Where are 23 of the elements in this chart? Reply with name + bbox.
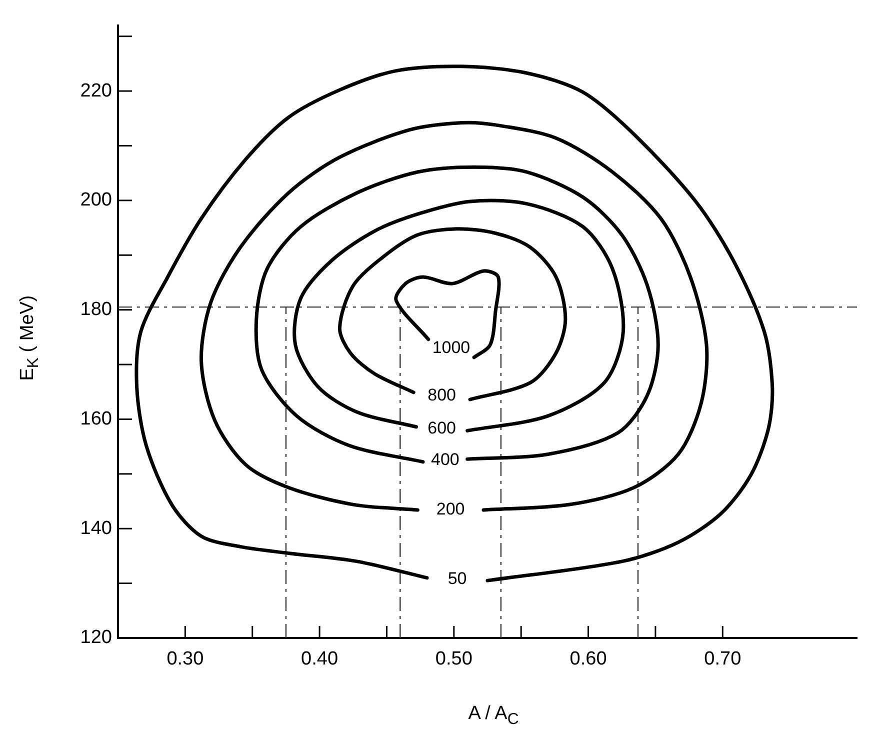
x-tick-label: 0.30: [166, 648, 204, 670]
x-tick-label: 0.70: [704, 648, 742, 670]
series-label: 400: [430, 450, 460, 470]
y-tick-label: 120: [80, 627, 112, 648]
y-tick-label: 160: [80, 408, 112, 430]
x-tick-label: 0.50: [435, 648, 472, 670]
y-tick-label: 200: [80, 190, 112, 211]
line-series: [134, 64, 774, 582]
y-tick-label: 220: [80, 80, 112, 102]
x-tick-label: 0.40: [301, 648, 338, 670]
series-label: 50: [448, 568, 467, 588]
x-tick-label: 0.60: [570, 648, 607, 670]
line-series: [338, 227, 568, 402]
line-series: [254, 165, 660, 464]
series-label: 1000: [432, 338, 470, 358]
series-label: 800: [428, 386, 456, 405]
series-label: 200: [436, 500, 465, 519]
series-label: 600: [428, 418, 456, 438]
y-tick-label: 180: [80, 299, 112, 320]
x-axis-title: A / A$_{C}$: [467, 703, 520, 729]
y-tick-label: 140: [80, 518, 112, 539]
line-series: [292, 198, 626, 432]
line-series: [394, 269, 501, 360]
